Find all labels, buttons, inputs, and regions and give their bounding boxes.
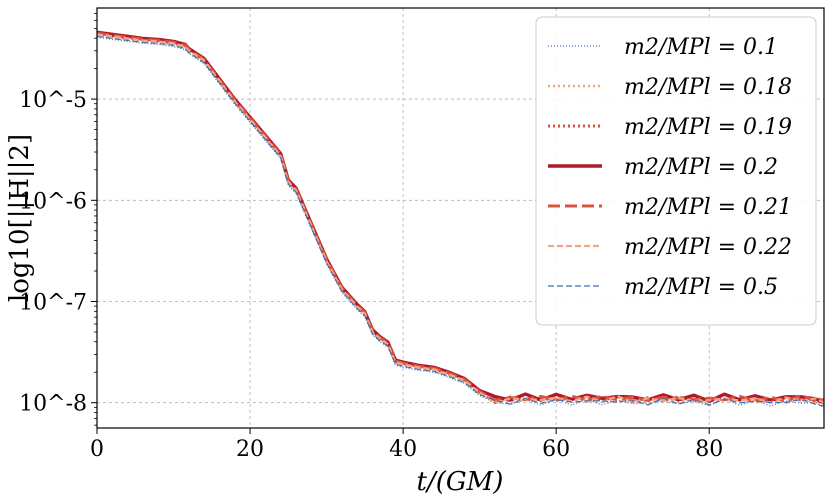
y-tick-label: 10^-7 — [19, 290, 87, 315]
series-line — [96, 31, 825, 403]
legend-label: m2/MPl = 0.2 — [624, 155, 778, 180]
plot-area — [96, 30, 825, 409]
series-line — [96, 30, 825, 405]
y-axis-label-text: log10[||H||2] — [5, 134, 35, 302]
y-tick-label: 10^-8 — [19, 392, 87, 417]
x-axis-label: t/(GM) — [417, 467, 504, 497]
x-tick-label: 0 — [90, 437, 104, 462]
x-tick-label: 60 — [542, 437, 570, 462]
legend-label: m2/MPl = 0.19 — [624, 115, 792, 140]
series-line — [96, 33, 825, 405]
y-axis-label: log10[||H||2] — [5, 134, 35, 302]
x-tick-label: 20 — [236, 437, 264, 462]
legend: m2/MPl = 0.1 m2/MPl = 0.18 m2/MPl = 0.19 m2… — [535, 16, 817, 326]
legend-box — [535, 16, 817, 326]
series-line — [96, 35, 825, 407]
plot-frame — [96, 7, 825, 429]
legend-label: m2/MPl = 0.21 — [624, 195, 792, 220]
y-tick-label: 10^-5 — [19, 88, 87, 113]
ticks: 0 20 40 60 80 10^-5 10^-6 10^-7 10^-8 — [19, 13, 723, 462]
x-tick-label: 40 — [389, 437, 417, 462]
legend-label: m2/MPl = 0.1 — [624, 35, 778, 60]
legend-label: m2/MPl = 0.5 — [624, 275, 778, 300]
x-tick-label: 80 — [695, 437, 723, 462]
legend-label: m2/MPl = 0.18 — [624, 75, 792, 100]
y-tick-label: 10^-6 — [19, 189, 87, 214]
legend-label: m2/MPl = 0.22 — [624, 235, 792, 260]
